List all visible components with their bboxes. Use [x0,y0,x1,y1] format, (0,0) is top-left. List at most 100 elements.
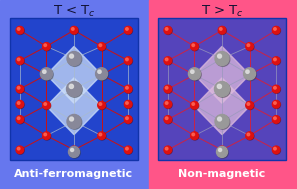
Circle shape [246,102,254,110]
Circle shape [219,146,226,154]
Circle shape [246,43,254,51]
Circle shape [126,102,128,104]
Circle shape [246,71,254,79]
Circle shape [273,57,280,65]
Circle shape [72,28,74,30]
Circle shape [165,28,168,30]
Circle shape [124,57,132,64]
Circle shape [67,115,81,129]
Circle shape [98,71,105,79]
Circle shape [247,44,250,46]
Text: Non-magnetic: Non-magnetic [178,169,266,179]
Circle shape [70,26,78,34]
Circle shape [247,72,250,75]
Polygon shape [195,78,249,135]
Circle shape [218,54,222,58]
Circle shape [98,70,101,73]
Circle shape [99,44,102,46]
Circle shape [67,82,82,97]
Circle shape [165,87,168,89]
Circle shape [218,26,226,34]
Circle shape [98,132,105,139]
Circle shape [165,147,168,150]
Circle shape [219,148,222,152]
Circle shape [44,72,47,75]
Bar [149,0,297,189]
Circle shape [191,71,198,79]
Circle shape [126,117,128,119]
Circle shape [272,85,280,93]
Circle shape [165,58,168,61]
Circle shape [274,147,276,150]
Circle shape [191,43,198,50]
Circle shape [247,133,250,136]
Circle shape [164,26,172,34]
Circle shape [218,117,222,121]
Circle shape [192,44,195,46]
Circle shape [164,100,172,108]
Circle shape [40,68,53,80]
Circle shape [165,101,172,108]
Circle shape [16,57,24,64]
Circle shape [274,28,276,30]
Circle shape [192,72,195,75]
Circle shape [44,103,47,105]
Circle shape [70,148,74,152]
Circle shape [191,132,198,139]
Circle shape [98,132,106,140]
Circle shape [246,132,254,140]
Circle shape [164,85,172,93]
Circle shape [17,117,20,119]
Circle shape [43,43,50,50]
Circle shape [44,133,47,136]
Circle shape [246,70,249,73]
Circle shape [164,116,172,123]
Polygon shape [195,46,249,103]
Circle shape [17,28,20,30]
Circle shape [16,26,24,34]
Circle shape [17,116,24,124]
Circle shape [215,82,230,97]
Bar [0,0,149,189]
Circle shape [17,58,20,61]
Circle shape [124,146,132,154]
Circle shape [164,146,172,154]
Circle shape [124,116,132,123]
Circle shape [272,116,280,123]
Circle shape [17,57,24,65]
Circle shape [69,147,80,158]
Circle shape [69,117,74,121]
Circle shape [192,133,195,136]
Circle shape [272,146,280,154]
Circle shape [165,57,172,65]
Polygon shape [46,78,102,135]
Circle shape [69,84,73,88]
Circle shape [126,58,128,61]
Circle shape [125,86,132,93]
Circle shape [98,43,105,50]
Bar [158,18,286,160]
Circle shape [125,116,132,124]
Circle shape [17,101,24,108]
Circle shape [17,27,24,34]
Circle shape [272,57,280,64]
Circle shape [244,69,256,81]
Circle shape [43,132,50,139]
Circle shape [43,43,51,51]
Circle shape [125,57,132,65]
Circle shape [98,43,106,51]
Circle shape [67,81,81,97]
Circle shape [43,71,51,79]
Circle shape [215,52,229,66]
Circle shape [244,68,256,80]
Circle shape [125,146,132,154]
Circle shape [71,27,78,34]
Circle shape [219,28,222,30]
Circle shape [17,86,24,93]
Circle shape [69,54,74,58]
Circle shape [165,146,172,154]
Circle shape [43,132,51,140]
Circle shape [191,43,199,51]
Circle shape [274,117,276,119]
Circle shape [126,87,128,89]
